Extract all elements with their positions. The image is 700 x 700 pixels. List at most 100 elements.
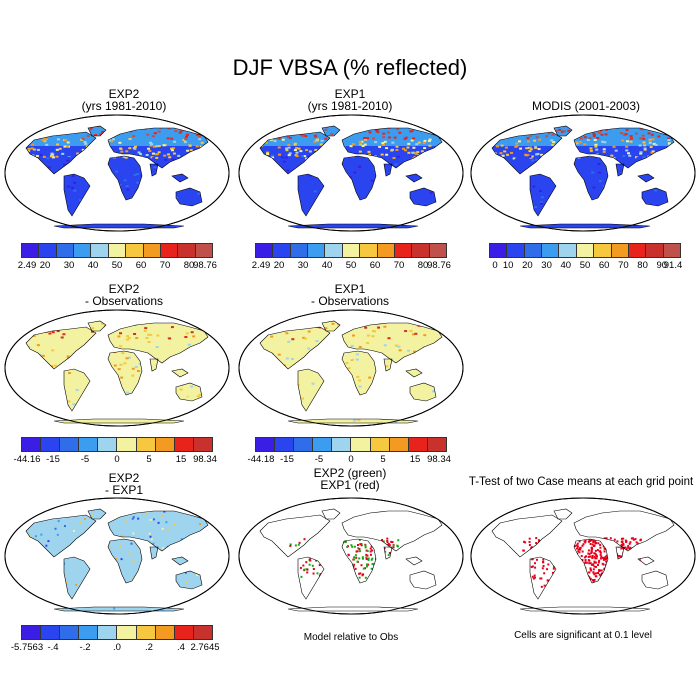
colorbar-tick-label: 15 [175,454,187,465]
coastline [87,508,107,520]
colorbar-tick-label: -15 [280,454,294,465]
coastline [321,320,341,332]
coastline [641,570,669,590]
coastline [175,382,203,402]
panel-title-exp2-exp1: EXP2 - EXP1 [4,472,244,496]
colorbar-tick-label: .2 [145,642,153,653]
coastline [63,173,91,217]
coastline [171,556,189,566]
coastline [107,350,143,396]
colorbar-cell [273,244,291,257]
colorbar-tick-label: -5 [80,454,90,465]
colorbar-tick-label: 80 [183,260,195,271]
map-exp1-obs [238,309,464,427]
colorbar-tick-label: 20 [273,260,285,271]
colorbar-cell [60,438,80,451]
colorbar-tick-label: 60 [135,260,147,271]
colorbar-exp2-obs: -44.16 -15 -5 0 5 15 98.34 [14,437,217,465]
panel-title-modis: MODIS (2001-2003) [466,100,700,112]
coastline [519,606,651,612]
colorbar-cell [389,438,409,451]
colorbar-tick-label: 98.76 [193,260,217,271]
coastline [615,546,625,560]
coastline [107,538,143,584]
colorbar-cell [117,626,137,639]
colorbar-cell [91,244,109,257]
colorbar-tick-label: 98.34 [193,454,217,465]
coastline [553,125,573,137]
coastline [341,510,443,552]
colorbar-cell [351,438,371,451]
colorbar-cells [21,243,213,258]
colorbar-tick-label: 70 [393,260,405,271]
coastline [297,368,325,412]
panel-title-line1: EXP2 [108,471,140,485]
colorbar-tick-label: -.4 [47,642,59,653]
coastline [553,508,573,520]
coastline [615,163,625,177]
colorbar-cell [611,244,629,257]
colorbar-cell [342,244,361,257]
colorbar-cell [294,438,314,451]
coastline [529,173,557,217]
colorbar-tick-label: 30 [63,260,75,271]
panel-title-exp2-obs: EXP2 - Observations [4,283,244,307]
coastline [297,556,325,600]
colorbar-cell [646,244,664,257]
colorbar-tick-label: 2.7645 [190,642,220,653]
colorbar-cell [256,244,274,257]
coastline [259,514,331,558]
coastline [519,223,651,229]
colorbar-cell [308,244,326,257]
coastline [107,155,143,201]
colorbar-cell [160,244,179,257]
coastline [529,556,557,600]
panel-title-ttest: T-Test of two Case means at each grid po… [462,476,700,488]
colorbar-cell [155,626,175,639]
colorbar-exp1-obs: -44.18 -15 -5 0 5 15 98.34 [248,437,451,465]
colorbar-tick-label: 20 [522,260,533,271]
colorbar-cell [74,244,92,257]
coastline [287,418,419,424]
panel-title-line1: EXP1 [334,282,366,296]
colorbar-tick-label: 2.49 [17,260,37,271]
panel-title-line1: EXP2 [108,282,140,296]
colorbar-cell [22,244,40,257]
colorbar-cell [41,438,61,451]
colorbar-cell [394,244,413,257]
coastline [171,368,189,378]
colorbar-cell [126,244,144,257]
colorbar-cell [143,244,161,257]
colorbar-tick-label: 70 [159,260,171,271]
colorbar-cell [22,626,42,639]
coastline [409,570,437,590]
panel-title-line1: EXP2 (green) [313,466,387,480]
coastline [409,187,437,207]
colorbar-cell [332,438,352,451]
colorbar-tick-label: -44.18 [247,454,275,465]
coastline [53,606,185,612]
colorbar-cell [427,438,446,451]
colorbar-cell [313,438,333,451]
coastline [341,127,443,169]
colorbar-cells [21,437,213,452]
colorbar-cell [507,244,525,257]
colorbar-labels: 2.49 20 30 40 50 60 70 80 98.76 [252,258,451,271]
colorbar-cell [576,244,595,257]
coastline [491,514,563,558]
colorbar-cell [60,626,80,639]
panel-title-line1: EXP2 [108,87,140,101]
colorbar-tick-label: -5 [314,454,324,465]
colorbar-tick-label: 30 [541,260,552,271]
colorbar-labels: -44.16 -15 -5 0 5 15 98.34 [14,452,217,465]
colorbar-tick-label: -.2 [79,642,91,653]
colorbar-cell [108,244,127,257]
coastline [107,127,209,169]
coastline [175,570,203,590]
coastline [107,510,209,552]
coastline [25,326,97,370]
colorbar-cell [39,244,57,257]
colorbar-cell [542,244,560,257]
colorbar-tick-label: 20 [39,260,51,271]
panel-title-line2: - Observations [310,294,390,308]
